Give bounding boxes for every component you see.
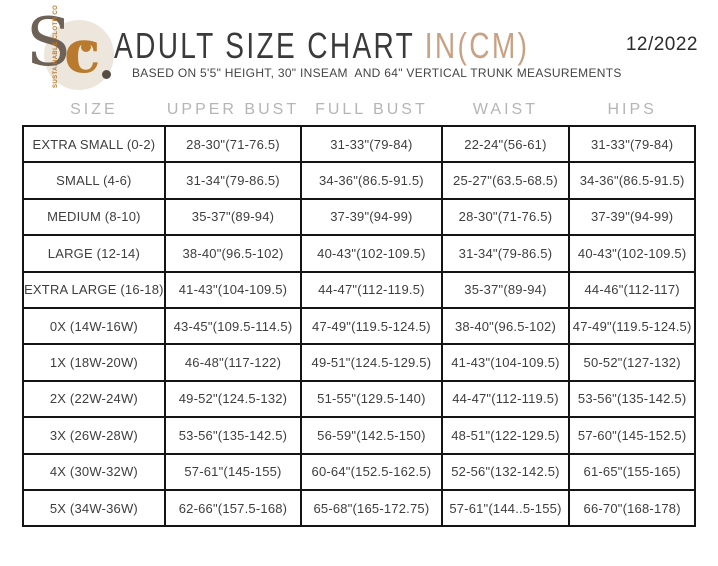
size-label-cell: 2X (22W-24W) — [22, 379, 166, 419]
page-title-main: ADULT SIZE CHART — [114, 25, 415, 66]
column-header-full-bust: FULL BUST — [315, 100, 428, 118]
column-header-waist: WAIST — [472, 100, 538, 118]
size-label-cell: EXTRA LARGE (16-18) — [22, 270, 166, 309]
measurement-cell: 49-51"(124.5-129.5) — [300, 343, 443, 382]
measurement-cell: 61-65"(155-165) — [568, 452, 696, 491]
logo-letter-c: c — [64, 17, 101, 87]
page-title-accent: IN(CM) — [414, 25, 530, 66]
size-label-cell: 3X (26W-28W) — [22, 416, 166, 455]
size-label-cell: 0X (14W-16W) — [22, 306, 166, 346]
logo-letter-s: S — [26, 4, 72, 81]
size-label-cell: EXTRA SMALL (0-2) — [22, 124, 166, 164]
logo-inner-dot — [81, 42, 91, 52]
measurement-cell: 48-51"(122-129.5) — [440, 416, 571, 455]
measurement-cell: 35-37"(89-94) — [440, 270, 571, 309]
brand-logo: S SUSTAINABLE CLOTH CO c — [26, 5, 120, 94]
measurement-cell: 40-43"(102-109.5) — [300, 234, 443, 273]
table-row: 4X (30W-32W) 57-61"(145-155) 60-64"(152.5-… — [22, 452, 696, 491]
measurement-cell: 44-47"(112-119.5) — [440, 379, 571, 419]
measurement-cell: 49-52"(124.5-132) — [163, 379, 303, 419]
page-title: ADULT SIZE CHART IN(CM) — [114, 28, 529, 64]
measurement-cell: 50-52"(127-132) — [568, 343, 696, 382]
size-table-head-row: SIZE UPPER BUST FULL BUST WAIST HIPS — [23, 96, 695, 126]
measurement-cell: 60-64"(152.5-162.5) — [300, 452, 443, 491]
measurement-cell: 28-30"(71-76.5) — [163, 124, 303, 164]
page-subtitle: BASED ON 5'5" HEIGHT, 30" INSEAM AND 64"… — [132, 66, 622, 80]
size-label-cell: SMALL (4-6) — [22, 161, 166, 200]
measurement-cell: 44-47"(112-119.5) — [300, 270, 443, 309]
measurement-cell: 28-30"(71-76.5) — [440, 197, 571, 237]
measurement-cell: 56-59"(142.5-150) — [300, 416, 443, 455]
table-row: 5X (34W-36W) 62-66"(157.5-168) 65-68"(165-… — [22, 488, 696, 528]
measurement-cell: 66-70"(168-178) — [568, 488, 696, 528]
measurement-cell: 52-56"(132-142.5) — [440, 452, 571, 491]
measurement-cell: 53-56"(135-142.5) — [163, 416, 303, 455]
logo-period-dot — [102, 70, 111, 79]
measurement-cell: 41-43"(104-109.5) — [440, 343, 571, 382]
measurement-cell: 65-68"(165-172.75) — [300, 488, 443, 528]
measurement-cell: 43-45"(109.5-114.5) — [163, 306, 303, 346]
measurement-cell: 62-66"(157.5-168) — [163, 488, 303, 528]
measurement-cell: 40-43"(102-109.5) — [568, 234, 696, 273]
measurement-cell: 25-27"(63.5-68.5) — [440, 161, 571, 200]
measurement-cell: 57-61"(144..5-155) — [440, 488, 571, 528]
logo-circle — [44, 20, 114, 90]
column-header-upper-bust: UPPER BUST — [166, 100, 300, 118]
size-label-cell: 1X (18W-20W) — [22, 343, 166, 382]
measurement-cell: 38-40"(96.5-102) — [440, 306, 571, 346]
measurement-cell: 41-43"(104-109.5) — [163, 270, 303, 309]
measurement-cell: 35-37"(89-94) — [163, 197, 303, 237]
measurement-cell: 57-61"(145-155) — [163, 452, 303, 491]
size-label-cell: 4X (30W-32W) — [22, 452, 166, 491]
table-row: MEDIUM (8-10) 35-37"(89-94) 37-39"(94-99) 2… — [22, 197, 696, 237]
table-row: 1X (18W-20W) 46-48"(117-122) 49-51"(124.5-… — [22, 343, 696, 382]
measurement-cell: 31-34"(79-86.5) — [163, 161, 303, 200]
table-row: EXTRA SMALL (0-2) 28-30"(71-76.5) 31-33"(7… — [22, 124, 696, 164]
measurement-cell: 47-49"(119.5-124.5) — [568, 306, 696, 346]
table-row: LARGE (12-14) 38-40"(96.5-102) 40-43"(102-… — [22, 234, 696, 273]
table-row: 2X (22W-24W) 49-52"(124.5-132) 51-55"(129.… — [22, 379, 696, 419]
size-table-body: EXTRA SMALL (0-2) 28-30"(71-76.5) 31-33"(7… — [22, 124, 696, 528]
measurement-cell: 31-34"(79-86.5) — [440, 234, 571, 273]
measurement-cell: 34-36"(86.5-91.5) — [568, 161, 696, 200]
table-row: 3X (26W-28W) 53-56"(135-142.5) 56-59"(142.… — [22, 416, 696, 455]
table-row: SMALL (4-6) 31-34"(79-86.5) 34-36"(86.5-91… — [22, 161, 696, 200]
size-chart-table: SIZE UPPER BUST FULL BUST WAIST HIPS EXTRA S… — [22, 96, 696, 528]
measurement-cell: 38-40"(96.5-102) — [163, 234, 303, 273]
measurement-cell: 22-24"(56-61) — [440, 124, 571, 164]
column-header-hips: HIPS — [607, 100, 657, 118]
revision-date: 12/2022 — [625, 34, 698, 55]
measurement-cell: 57-60"(145-152.5) — [568, 416, 696, 455]
measurement-cell: 37-39"(94-99) — [300, 197, 443, 237]
table-row: EXTRA LARGE (16-18) 41-43"(104-109.5) 44-4… — [22, 270, 696, 309]
measurement-cell: 53-56"(135-142.5) — [568, 379, 696, 419]
measurement-cell: 46-48"(117-122) — [163, 343, 303, 382]
size-label-cell: LARGE (12-14) — [22, 234, 166, 273]
column-header-size: SIZE — [70, 100, 118, 118]
measurement-cell: 37-39"(94-99) — [568, 197, 696, 237]
measurement-cell: 34-36"(86.5-91.5) — [300, 161, 443, 200]
logo-vertical-text: SUSTAINABLE CLOTH CO — [53, 4, 59, 88]
size-label-cell: 5X (34W-36W) — [22, 488, 166, 528]
measurement-cell: 47-49"(119.5-124.5) — [300, 306, 443, 346]
size-label-cell: MEDIUM (8-10) — [22, 197, 166, 237]
measurement-cell: 44-46"(112-117) — [568, 270, 696, 309]
table-row: 0X (14W-16W) 43-45"(109.5-114.5) 47-49"(11… — [22, 306, 696, 346]
measurement-cell: 31-33"(79-84) — [300, 124, 443, 164]
measurement-cell: 31-33"(79-84) — [568, 124, 696, 164]
measurement-cell: 51-55"(129.5-140) — [300, 379, 443, 419]
